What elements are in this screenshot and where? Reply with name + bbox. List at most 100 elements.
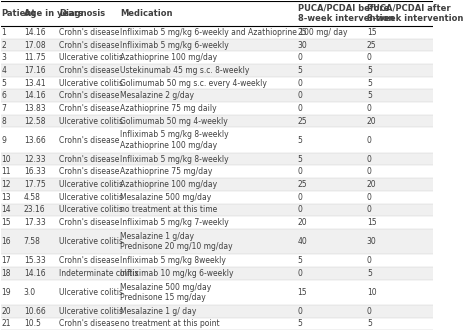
Text: Azathioprine 100 mg/day: Azathioprine 100 mg/day (120, 180, 218, 189)
Text: 15: 15 (1, 218, 11, 227)
Text: 10.5: 10.5 (24, 319, 41, 328)
Bar (0, 166, 433, 178)
Text: 5: 5 (367, 319, 372, 328)
Text: 13: 13 (1, 193, 11, 202)
Text: 3: 3 (1, 53, 7, 62)
Bar (0, 280, 433, 305)
Bar (0, 267, 433, 280)
Text: 5: 5 (298, 155, 302, 164)
Text: 21: 21 (1, 319, 11, 328)
Text: 17.08: 17.08 (24, 41, 46, 50)
Text: 0: 0 (367, 136, 372, 145)
Text: Crohn's disease: Crohn's disease (59, 91, 119, 100)
Text: 14.16: 14.16 (24, 269, 46, 278)
Text: Infliximab 5 mg/kg 8weekly: Infliximab 5 mg/kg 8weekly (120, 256, 226, 265)
Text: 0: 0 (298, 53, 302, 62)
Text: Ulcerative colitis: Ulcerative colitis (59, 288, 123, 297)
Text: 12: 12 (1, 180, 11, 189)
Text: Mesalazine 1 g/ day: Mesalazine 1 g/ day (120, 307, 197, 316)
Text: 17.16: 17.16 (24, 66, 46, 75)
Text: Golimumab 50 mg 4-weekly: Golimumab 50 mg 4-weekly (120, 117, 228, 126)
Bar (0, 64, 433, 77)
Text: 12.33: 12.33 (24, 155, 46, 164)
Text: 5: 5 (298, 136, 302, 145)
Text: 25: 25 (298, 28, 307, 37)
Text: 5: 5 (298, 319, 302, 328)
Text: Ulcerative colitis: Ulcerative colitis (59, 237, 123, 246)
Text: 4: 4 (1, 66, 7, 75)
Text: 0: 0 (367, 155, 372, 164)
Text: 0: 0 (298, 307, 302, 316)
Text: 25: 25 (298, 117, 307, 126)
Text: Crohn's disease: Crohn's disease (59, 28, 119, 37)
Text: 8: 8 (1, 117, 6, 126)
Text: 0: 0 (367, 167, 372, 176)
Text: Azathioprine 75 mg daily: Azathioprine 75 mg daily (120, 104, 217, 113)
Text: 19: 19 (1, 288, 11, 297)
Bar (0, 305, 433, 318)
Text: Infliximab 5 mg/kg 6-weekly and Azathioprine 100 mg/ day: Infliximab 5 mg/kg 6-weekly and Azathiop… (120, 28, 348, 37)
Text: 1: 1 (1, 28, 6, 37)
Text: 18: 18 (1, 269, 11, 278)
Text: 10.66: 10.66 (24, 307, 46, 316)
Text: Crohn's disease: Crohn's disease (59, 218, 119, 227)
Bar (0, 153, 433, 166)
Text: 23.16: 23.16 (24, 205, 46, 214)
Text: 20: 20 (367, 180, 376, 189)
Text: Azathioprine 75 mg/day: Azathioprine 75 mg/day (120, 167, 213, 176)
Text: 25: 25 (367, 41, 376, 50)
Text: 20: 20 (298, 218, 307, 227)
Text: Crohn's disease: Crohn's disease (59, 167, 119, 176)
Text: 5: 5 (367, 78, 372, 88)
Bar (0, 39, 433, 51)
Text: Ulcerative colitis: Ulcerative colitis (59, 78, 123, 88)
Text: Ulcerative colitis: Ulcerative colitis (59, 193, 123, 202)
Bar (0, 229, 433, 254)
Bar (0, 191, 433, 204)
Text: 16: 16 (1, 237, 11, 246)
Text: Infliximab 5 mg/kg 8-weekly
Azathioprine 100 mg/day: Infliximab 5 mg/kg 8-weekly Azathioprine… (120, 130, 229, 150)
Bar (0, 254, 433, 267)
Bar (0, 89, 433, 102)
Text: Crohn's disease: Crohn's disease (59, 104, 119, 113)
Bar (0, 127, 433, 153)
Text: 0: 0 (298, 269, 302, 278)
Text: 13.66: 13.66 (24, 136, 46, 145)
Bar (0, 51, 433, 64)
Text: 30: 30 (367, 237, 377, 246)
Text: 11: 11 (1, 167, 11, 176)
Text: 9: 9 (1, 136, 7, 145)
Text: Infliximab 5 mg/kg 8-weekly: Infliximab 5 mg/kg 8-weekly (120, 155, 229, 164)
Text: Ulcerative colitis: Ulcerative colitis (59, 180, 123, 189)
Text: Crohn's disease: Crohn's disease (59, 319, 119, 328)
Text: 25: 25 (298, 180, 307, 189)
Text: 5: 5 (367, 66, 372, 75)
Bar (0, 204, 433, 216)
Text: Infliximab 5 mg/kg 7-weekly: Infliximab 5 mg/kg 7-weekly (120, 218, 229, 227)
Text: 20: 20 (1, 307, 11, 316)
Text: 12.58: 12.58 (24, 117, 45, 126)
Text: 5: 5 (1, 78, 7, 88)
Text: Medication: Medication (120, 9, 173, 18)
Text: 0: 0 (367, 53, 372, 62)
Text: Age in years: Age in years (24, 9, 82, 18)
Bar (0, 77, 433, 89)
Text: 11.75: 11.75 (24, 53, 46, 62)
Text: 13.83: 13.83 (24, 104, 46, 113)
Text: Ustekinumab 45 mg s.c. 8-weekly: Ustekinumab 45 mg s.c. 8-weekly (120, 66, 250, 75)
Text: Ulcerative colitis: Ulcerative colitis (59, 307, 123, 316)
Text: 40: 40 (298, 237, 308, 246)
Text: 3.0: 3.0 (24, 288, 36, 297)
Text: no treatment at this time: no treatment at this time (120, 205, 218, 214)
Text: Golimumab 50 mg s.c. every 4-weekly: Golimumab 50 mg s.c. every 4-weekly (120, 78, 267, 88)
Text: 7.58: 7.58 (24, 237, 41, 246)
Text: 0: 0 (367, 193, 372, 202)
Text: 14.16: 14.16 (24, 91, 46, 100)
Text: Infliximab 10 mg/kg 6-weekly: Infliximab 10 mg/kg 6-weekly (120, 269, 234, 278)
Text: 0: 0 (298, 78, 302, 88)
Text: Infliximab 5 mg/kg 6-weekly: Infliximab 5 mg/kg 6-weekly (120, 41, 229, 50)
Text: 5: 5 (298, 66, 302, 75)
Text: Ulcerative colitis: Ulcerative colitis (59, 205, 123, 214)
Text: 14: 14 (1, 205, 11, 214)
Text: Ulcerative colitis: Ulcerative colitis (59, 117, 123, 126)
